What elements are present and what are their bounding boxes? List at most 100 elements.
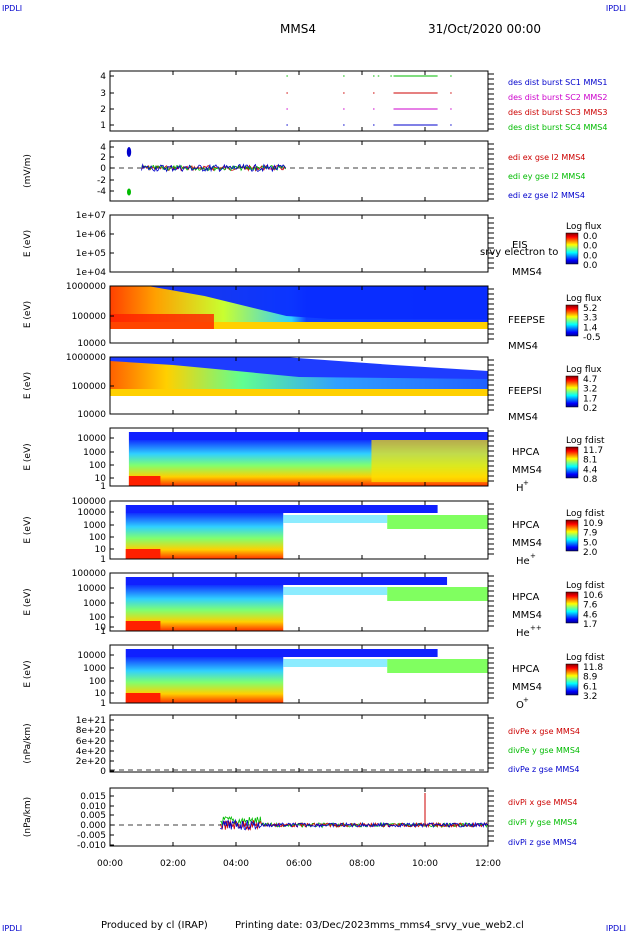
y-tick-label: -2 [97, 176, 106, 186]
hpca-top-band [125, 577, 448, 585]
panel-hpca_h: 10000 1000 100 101 E (eV) HPCA MMS4 H + Log fdist… [23, 427, 605, 494]
instrument-label: FEEPSE [508, 315, 545, 326]
panel-frame [109, 787, 489, 847]
overlay-label: srvy electron to [480, 247, 558, 258]
y-tick-label: 0 [100, 164, 106, 174]
legend-entry: edi ex gse l2 MMS4 [508, 153, 585, 162]
colorbar-tick-label: 0.0 [583, 232, 598, 242]
y-axis-label: E (eV) [23, 301, 33, 328]
y-tick-label: 4e+20 [76, 747, 107, 757]
colorbar-tick-label: 10.6 [583, 591, 603, 601]
y-tick-label: 1e+04 [76, 268, 107, 278]
legend-entry: edi ez gse l2 MMS4 [508, 191, 585, 200]
y-tick-label: 3 [100, 89, 106, 99]
hpca-low-intense [125, 621, 161, 631]
colorbar-tick-label: 4.7 [583, 375, 597, 385]
instrument-label: EIS [512, 240, 528, 251]
y-tick-label: 10000 [77, 651, 106, 661]
spectrogram-empty [283, 357, 488, 371]
panel-eis: 1e+07 1e+06 1e+05 1e+04 E (eV) EIS MMS4 srvy el… [23, 211, 602, 278]
species-charge-label: + [523, 479, 529, 487]
colorbar-tick-label: 0.0 [583, 242, 598, 252]
species-charge-label: + [530, 552, 536, 560]
y-tick-label: 4 [100, 72, 106, 82]
legend-entry: divPe z gse MMS4 [508, 765, 579, 774]
spectrogram-empty [110, 396, 488, 414]
edi-series-line [141, 164, 286, 172]
footer-produced-by: Produced by cl (IRAP) [101, 920, 208, 931]
colorbar-title: Log fdist [566, 436, 605, 446]
y-tick-label: 1 [100, 555, 106, 565]
y-tick-label: 1e+05 [76, 249, 106, 259]
edi-series-line [141, 163, 286, 173]
y-tick-label: 1000 [83, 664, 106, 674]
spacecraft-label: MMS4 [512, 610, 542, 621]
panel-burst: 4 3 2 1 des dist burst SC1 MMS1 des dist burs… [100, 70, 607, 132]
y-tick-label: 100 [89, 613, 106, 623]
colorbar-tick-label: 8.1 [583, 456, 597, 466]
colorbar [565, 663, 579, 696]
legend-entry: des dist burst SC1 MMS1 [508, 78, 607, 87]
panel-edi: 420 -2-4 (mV/m) edi ex gse l2 MMS4 edi ey gs… [23, 140, 586, 202]
colorbar-tick-label: 0.0 [583, 251, 598, 261]
hpca-mid-region [283, 515, 388, 523]
colorbar-title: Log fdist [566, 653, 605, 663]
y-tick-label: 6e+20 [76, 737, 107, 747]
colorbar-tick-label: -0.5 [583, 333, 601, 343]
y-tick-label: 1 [100, 482, 106, 492]
y-tick-label: -4 [97, 187, 106, 197]
panel-feepse: 1000000 100000 10000 E (eV) FEEPSE MMS4 Log fl… [23, 282, 602, 352]
colorbar-tick-label: 0.2 [583, 404, 597, 414]
instrument-label: HPCA [512, 520, 540, 531]
hpca-mid-region [283, 659, 388, 667]
corner-label-bottom-left: IPDLI [2, 924, 23, 933]
y-axis-label: E (eV) [23, 443, 33, 470]
y-tick-label: 1 [100, 699, 106, 709]
colorbar-tick-label: 2.0 [583, 548, 598, 558]
y-axis-label: E (eV) [23, 372, 33, 399]
hpca-low-intense [125, 693, 161, 703]
hpca-mid-region [283, 587, 388, 595]
panel-frame [109, 70, 489, 132]
y-tick-label: 100 [89, 533, 106, 543]
y-tick-label: 1 [100, 627, 106, 637]
corner-label-bottom-right: IPDLI [605, 924, 626, 933]
hpca-late-region [371, 440, 488, 482]
y-tick-label: 1e+06 [76, 230, 107, 240]
species-label: He [516, 628, 530, 639]
colorbar-tick-label: 5.2 [583, 304, 597, 314]
colorbar-tick-label: 10.9 [583, 519, 603, 529]
legend-entry: divPe x gse MMS4 [508, 727, 580, 736]
colorbar [565, 591, 579, 624]
footer-printing-date: Printing date: 03/Dec/2023 [235, 920, 371, 931]
y-tick-label: 100 [89, 677, 106, 687]
colorbar [565, 232, 579, 265]
panel-frame [109, 714, 489, 773]
y-tick-label: 2e+20 [76, 757, 107, 767]
colorbar [565, 304, 579, 337]
colorbar-title: Log flux [566, 222, 602, 232]
colorbar-tick-label: 6.1 [583, 682, 597, 692]
y-axis-label: E (eV) [23, 516, 33, 543]
colorbar-tick-label: 0.8 [583, 475, 598, 485]
y-tick-label: 1e+07 [76, 211, 106, 221]
colorbar-tick-label: 7.9 [583, 529, 598, 539]
footer-script-name: mms_mms4_srvy_vue_web2.cl [370, 920, 524, 931]
instrument-label: FEEPSI [508, 386, 542, 397]
colorbar-tick-label: 4.4 [583, 465, 598, 475]
y-tick-label: 0 [100, 767, 106, 777]
y-tick-label: 10 [95, 474, 107, 484]
colorbar-tick-label: 3.2 [583, 385, 597, 395]
legend-entry: divPe y gse MMS4 [508, 746, 580, 755]
x-tick-label: 00:00 [97, 859, 123, 869]
y-tick-label: 100000 [72, 382, 107, 392]
colorbar [565, 519, 579, 552]
spectrogram-high-energy [110, 286, 488, 319]
colorbar-tick-label: 1.4 [583, 323, 598, 333]
corner-label-top-left: IPDLI [2, 4, 23, 13]
y-tick-label: 1e+21 [76, 716, 106, 726]
instrument-label: HPCA [512, 592, 540, 603]
colorbar-title: Log fdist [566, 581, 605, 591]
